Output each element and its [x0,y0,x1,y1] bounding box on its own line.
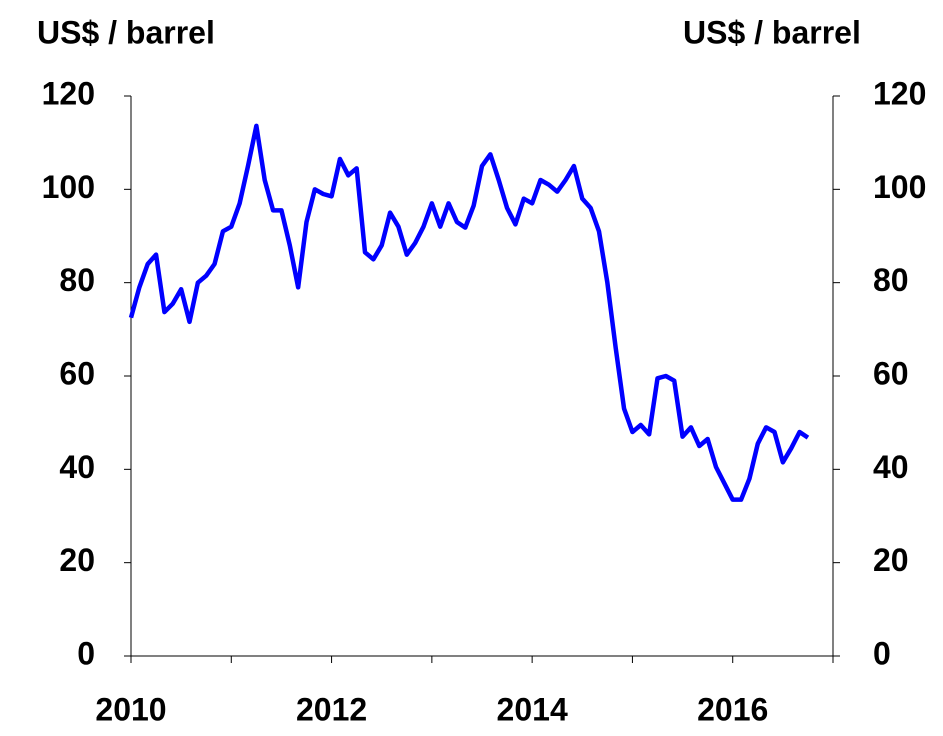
y-tick-label: 0 [77,635,95,671]
y2-tick-label: 80 [873,262,909,298]
y-tick-label: 80 [59,262,95,298]
y-tick-label: 20 [59,542,95,578]
y2-tick-label: 20 [873,542,909,578]
x-tick-label: 2012 [296,691,367,727]
y2-tick-label: 100 [873,169,926,205]
y2-tick-label: 0 [873,635,891,671]
y2-axis-title: US$ / barrel [683,14,861,50]
y2-tick-label: 60 [873,355,909,391]
data-line [128,123,810,502]
y2-tick-label: 40 [873,449,909,485]
y-tick-label: 120 [42,75,95,111]
y-tick-label: 60 [59,355,95,391]
x-tick-label: 2010 [95,691,166,727]
y-tick-label: 100 [42,169,95,205]
y-axis-title: US$ / barrel [37,14,215,50]
x-tick-label: 2016 [697,691,768,727]
y-tick-label: 40 [59,449,95,485]
y2-tick-label: 120 [873,75,926,111]
x-tick-label: 2014 [497,691,568,727]
